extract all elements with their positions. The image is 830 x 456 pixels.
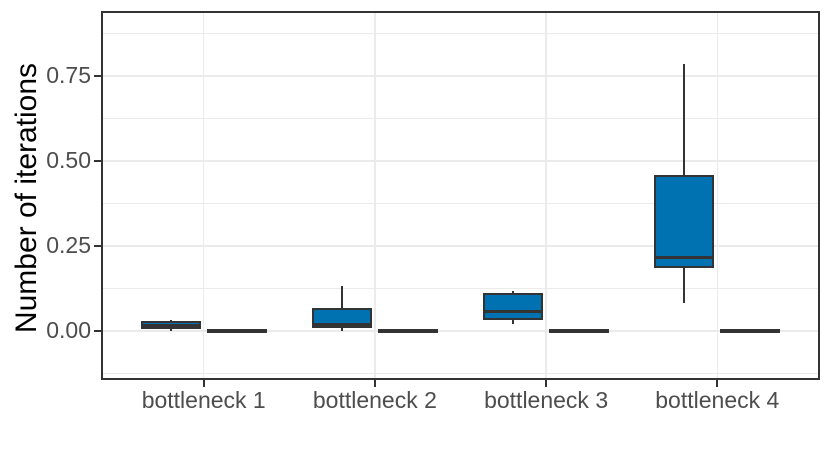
x-tick-mark xyxy=(545,380,548,387)
minor-gridline xyxy=(101,202,820,204)
box xyxy=(483,293,543,321)
upper-whisker xyxy=(169,320,172,321)
x-tick-mark xyxy=(373,380,376,387)
median-line xyxy=(483,309,543,313)
minor-gridline xyxy=(101,32,820,34)
minor-gridline xyxy=(101,117,820,119)
y-tick-mark xyxy=(94,159,101,162)
x-tick-label: bottleneck 2 xyxy=(312,387,437,413)
upper-whisker xyxy=(512,290,515,294)
y-tick-label: 0.50 xyxy=(46,146,91,173)
x-tick-label: bottleneck 4 xyxy=(655,387,780,413)
major-gridline xyxy=(101,245,820,247)
y-axis-title: Number of iterations xyxy=(10,62,43,334)
box xyxy=(549,329,610,334)
x-tick-label: bottleneck 3 xyxy=(484,387,609,413)
major-gridline xyxy=(101,75,820,77)
upper-whisker xyxy=(340,285,343,308)
y-tick-mark xyxy=(94,330,101,333)
box xyxy=(654,175,715,269)
median-line xyxy=(311,322,372,326)
y-tick-label: 0.25 xyxy=(46,232,91,259)
box xyxy=(377,329,438,334)
lower-whisker xyxy=(512,320,515,324)
median-line xyxy=(654,256,715,260)
median-line xyxy=(140,323,201,327)
major-gridline-x xyxy=(716,11,719,380)
x-tick-mark xyxy=(716,380,719,387)
major-gridline-x xyxy=(374,11,376,380)
major-gridline xyxy=(101,160,820,162)
x-tick-label: bottleneck 1 xyxy=(141,387,266,413)
minor-gridline xyxy=(101,373,820,375)
major-gridline-x xyxy=(545,11,547,380)
major-gridline-x xyxy=(202,11,205,380)
lower-whisker xyxy=(169,329,172,332)
y-tick-label: 0.00 xyxy=(46,317,91,344)
box xyxy=(311,308,372,328)
box xyxy=(206,329,267,334)
lower-whisker xyxy=(340,327,343,332)
y-tick-label: 0.75 xyxy=(46,61,91,88)
y-tick-mark xyxy=(94,74,101,77)
minor-gridline xyxy=(101,288,820,290)
x-tick-mark xyxy=(202,380,205,387)
plot-panel xyxy=(101,11,820,380)
lower-whisker xyxy=(683,268,686,304)
box xyxy=(720,329,781,334)
upper-whisker xyxy=(683,63,686,176)
major-gridline xyxy=(101,330,820,332)
y-tick-mark xyxy=(94,245,101,248)
